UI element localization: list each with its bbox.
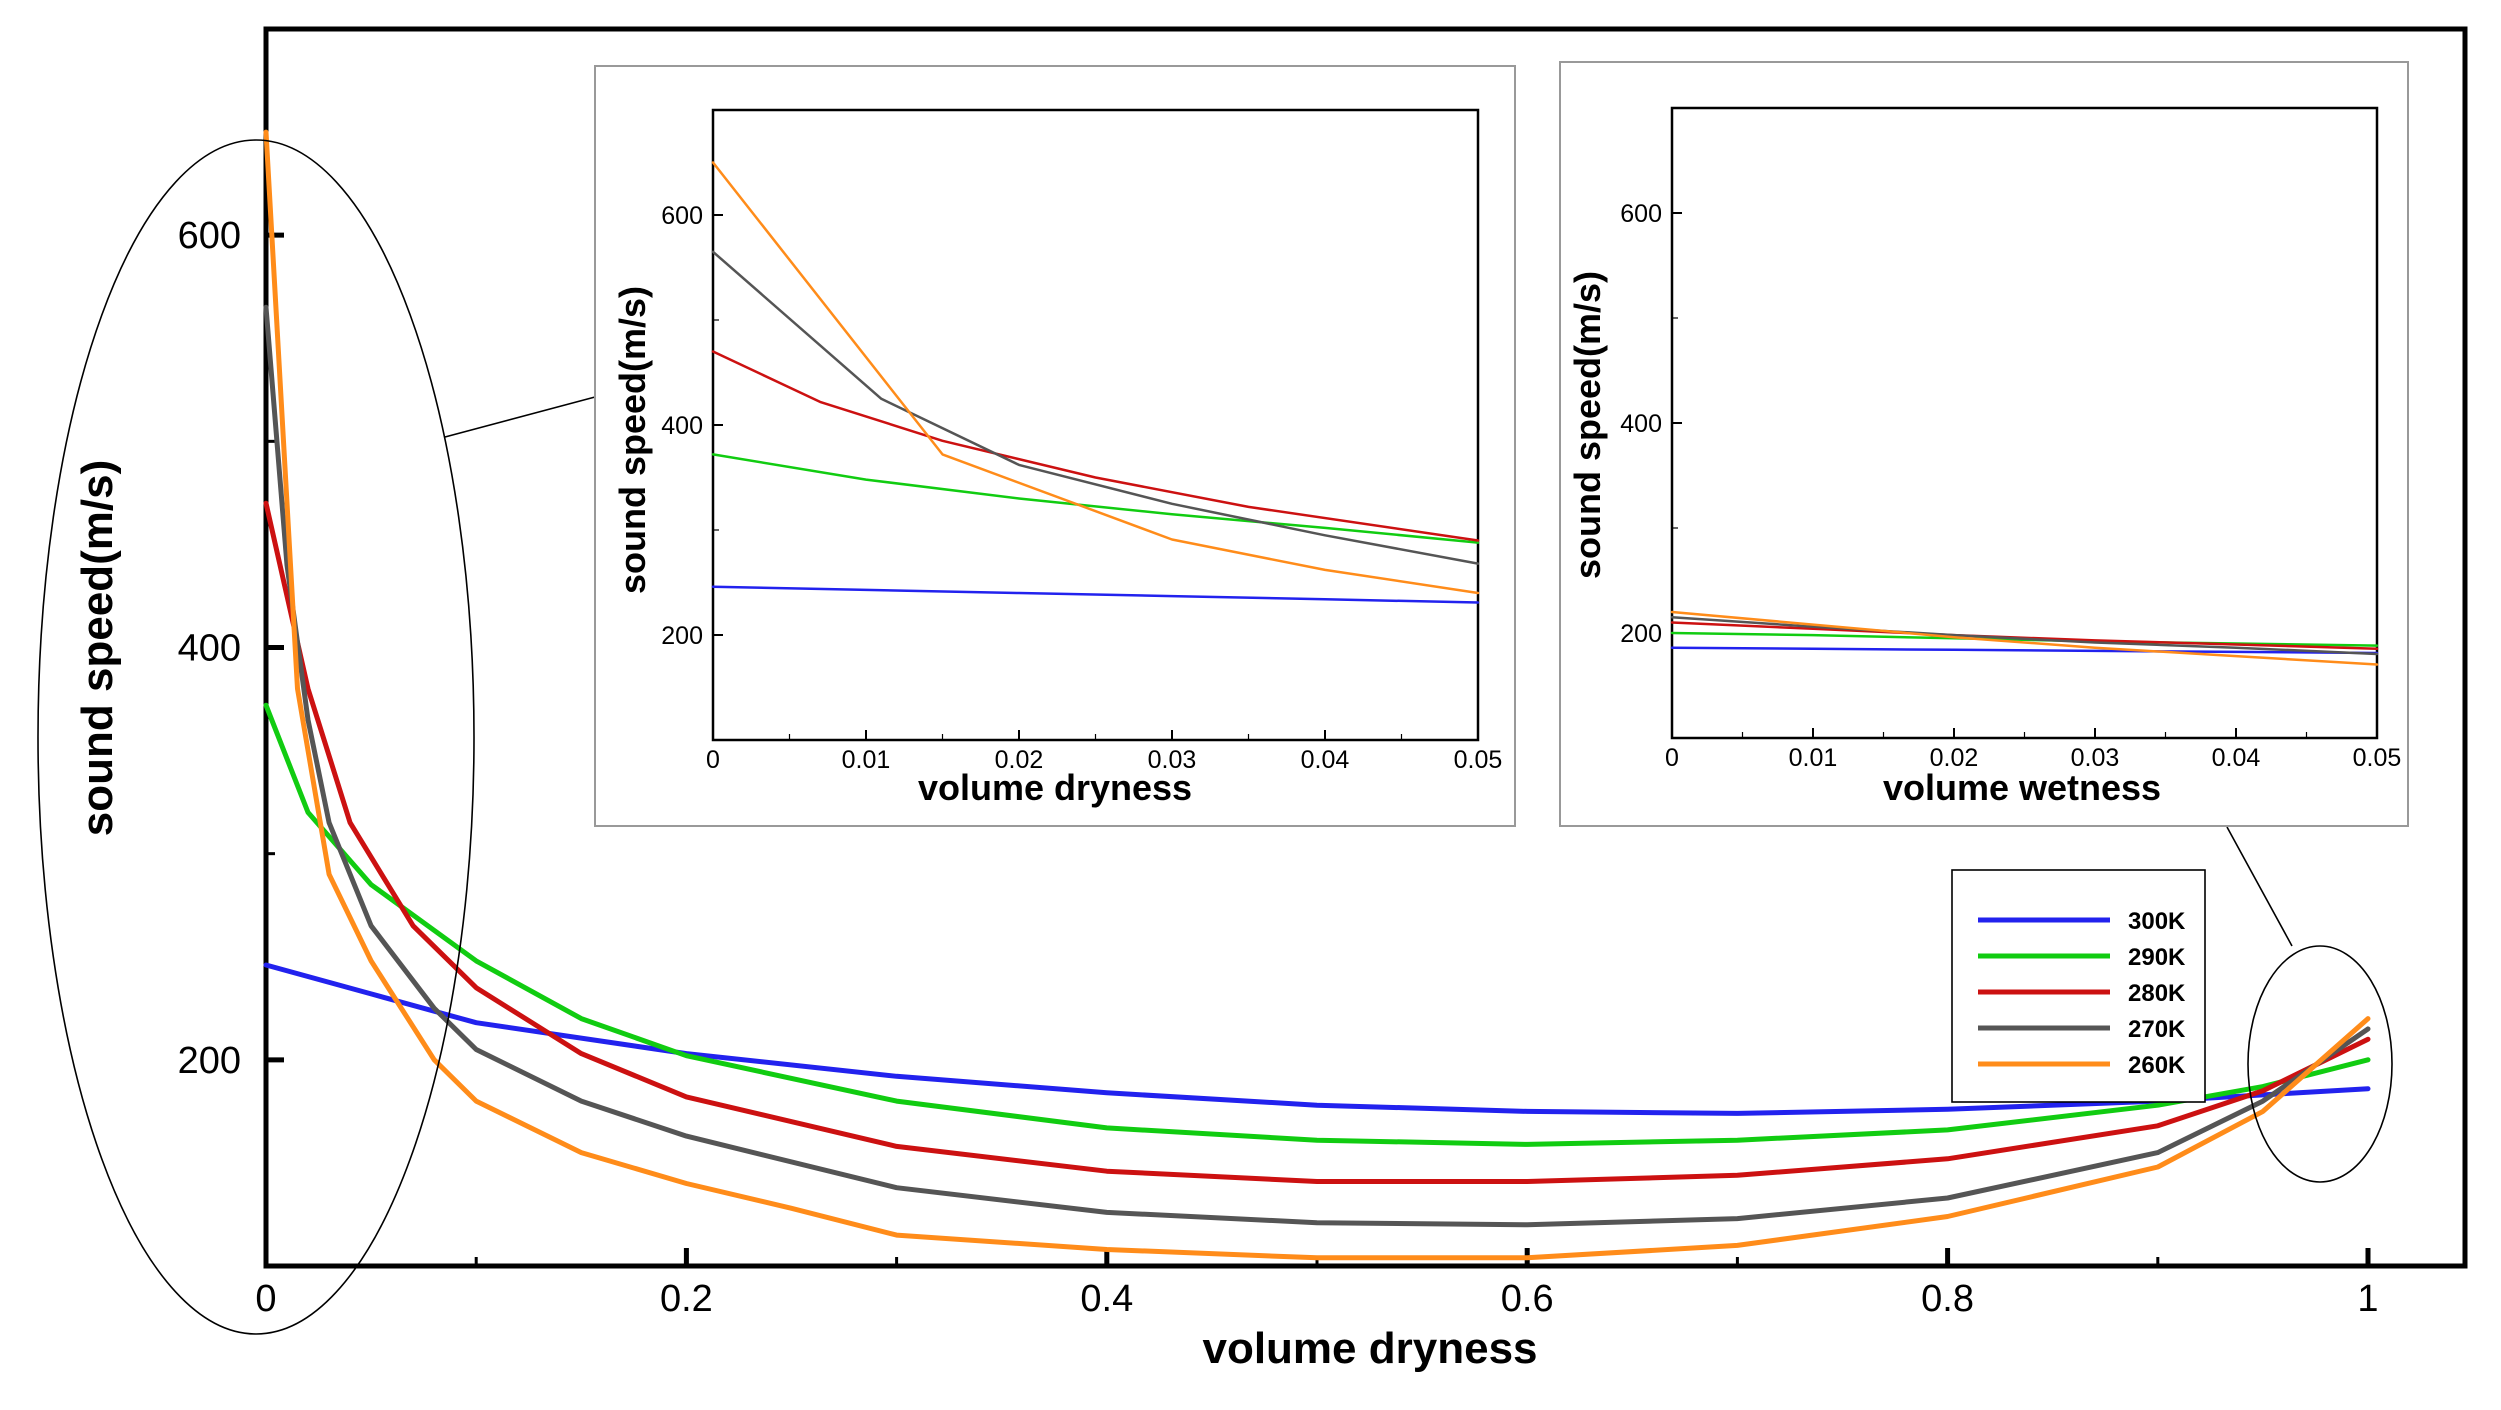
main-series-270k <box>263 304 2371 1228</box>
zoom-connector-left <box>444 396 596 438</box>
inset-wetness-x-tick-label: 0.03 <box>2071 744 2120 772</box>
main-x-tick-label: 1 <box>2357 1278 2378 1320</box>
inset-wetness-series-260k <box>1670 610 2379 666</box>
zoom-connector-right <box>2226 826 2293 947</box>
legend-label-290k: 290K <box>2128 944 2186 971</box>
zoom-ellipse-right <box>2247 945 2393 1183</box>
main-x-tick-label: 0 <box>255 1278 276 1320</box>
inset-dryness-ticks: 0 0.01 0.02 0.03 0.04 0.05 200 400 600 <box>661 109 1503 774</box>
inset-wetness-series <box>1670 610 2379 666</box>
main-x-tick-label: 0.2 <box>660 1278 713 1320</box>
inset-dryness-y-tick-label: 600 <box>661 202 703 230</box>
main-y-tick-label: 400 <box>178 628 241 670</box>
main-series-260k <box>263 129 2371 1261</box>
legend-label-270k: 270K <box>2128 1016 2186 1043</box>
inset-dryness-x-title: volume dryness <box>918 767 1192 808</box>
inset-wetness-x-tick-label: 0.02 <box>1930 744 1979 772</box>
inset-dryness-x-tick-label: 0.01 <box>842 746 891 774</box>
inset-wetness-y-title: sound speed(m/s) <box>1567 271 1608 579</box>
inset-wetness-x-title: volume wetness <box>1883 767 2161 808</box>
inset-dryness-y-tick-label: 200 <box>661 622 703 650</box>
inset-dryness-panel <box>594 65 1516 827</box>
main-x-tick-label: 0.4 <box>1080 1278 1133 1320</box>
legend-label-280k: 280K <box>2128 980 2186 1007</box>
inset-wetness-y-tick-label: 200 <box>1620 620 1662 648</box>
inset-wetness-x-tick-label: 0.05 <box>2353 744 2402 772</box>
inset-wetness-y-tick-label: 400 <box>1620 410 1662 438</box>
inset-dryness-series <box>711 161 1480 604</box>
main-axis-ticks: 0 0.2 0.4 0.6 0.8 1 200 400 600 <box>178 27 2379 1320</box>
zoom-ellipse-left <box>37 139 475 1335</box>
inset-dryness-series-300k <box>711 585 1480 604</box>
main-series-280k <box>263 500 2371 1184</box>
inset-wetness-ticks: 0 0.01 0.02 0.03 0.04 0.05 200 400 600 <box>1620 107 2402 772</box>
legend-label-300k: 300K <box>2128 908 2186 935</box>
inset-wetness-series-300k <box>1670 646 2379 655</box>
inset-dryness-series-290k <box>711 453 1480 544</box>
inset-wetness-y-tick-label: 600 <box>1620 200 1662 228</box>
main-y-tick-label: 200 <box>178 1040 241 1082</box>
inset-dryness-x-tick-label: 0.05 <box>1454 746 1503 774</box>
inset-dryness-series-260k <box>711 161 1480 595</box>
legend-label-260k: 260K <box>2128 1052 2186 1079</box>
inset-wetness-x-tick-label: 0.04 <box>2212 744 2261 772</box>
inset-dryness-series-280k <box>711 350 1480 542</box>
inset-wetness-x-tick-label: 0 <box>1665 744 1679 772</box>
main-x-axis-title: volume dryness <box>1202 1324 1537 1373</box>
legend-entries: 300K 290K 280K 270K 260K <box>1978 908 2186 1079</box>
main-y-tick-label: 600 <box>178 215 241 257</box>
main-x-tick-label: 0.6 <box>1501 1278 1554 1320</box>
inset-dryness-x-tick-label: 0 <box>706 746 720 774</box>
inset-dryness-series-270k <box>711 250 1480 565</box>
main-y-axis-title: sound speed(m/s) <box>73 460 122 837</box>
inset-dryness-x-tick-label: 0.02 <box>995 746 1044 774</box>
inset-dryness-x-tick-label: 0.03 <box>1148 746 1197 774</box>
inset-wetness-x-tick-label: 0.01 <box>1789 744 1838 772</box>
inset-wetness-series-270k <box>1670 616 2379 656</box>
main-x-tick-label: 0.8 <box>1921 1278 1974 1320</box>
inset-dryness-y-title: sound speed(m/s) <box>612 286 653 594</box>
inset-wetness-panel <box>1559 61 2409 827</box>
inset-dryness-y-tick-label: 400 <box>661 412 703 440</box>
inset-dryness-x-tick-label: 0.04 <box>1301 746 1350 774</box>
